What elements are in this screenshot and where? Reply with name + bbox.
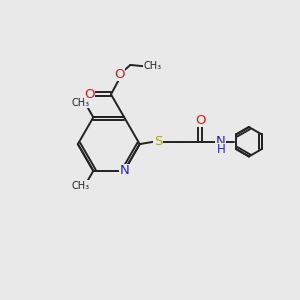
Text: N: N	[119, 164, 129, 177]
Text: CH₃: CH₃	[143, 61, 162, 71]
Text: CH₃: CH₃	[71, 98, 89, 108]
Text: H: H	[217, 143, 225, 157]
Text: O: O	[84, 88, 95, 101]
Text: S: S	[154, 135, 162, 148]
Text: O: O	[114, 68, 124, 81]
Text: CH₃: CH₃	[71, 181, 89, 191]
Text: O: O	[195, 114, 206, 127]
Text: N: N	[216, 135, 226, 148]
